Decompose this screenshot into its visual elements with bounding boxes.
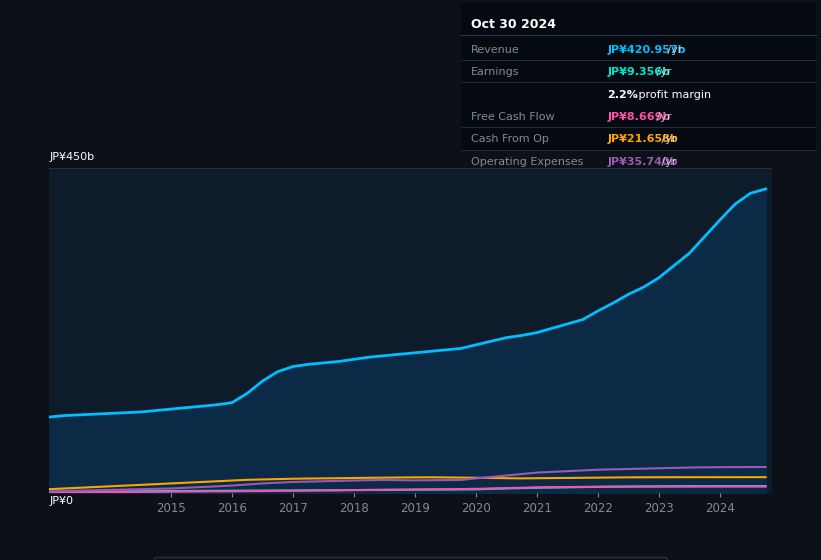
- Text: profit margin: profit margin: [635, 90, 711, 100]
- Text: Oct 30 2024: Oct 30 2024: [471, 17, 557, 31]
- Text: Earnings: Earnings: [471, 67, 520, 77]
- Text: /yr: /yr: [658, 157, 677, 167]
- Text: JP¥9.356b: JP¥9.356b: [608, 67, 671, 77]
- Text: /yr: /yr: [663, 45, 682, 55]
- Text: Free Cash Flow: Free Cash Flow: [471, 112, 555, 122]
- Text: JP¥0: JP¥0: [49, 496, 73, 506]
- Text: /yr: /yr: [658, 134, 677, 144]
- Text: Revenue: Revenue: [471, 45, 520, 55]
- Text: JP¥21.658b: JP¥21.658b: [608, 134, 678, 144]
- Text: JP¥450b: JP¥450b: [49, 152, 94, 161]
- Text: JP¥35.740b: JP¥35.740b: [608, 157, 678, 167]
- Text: Cash From Op: Cash From Op: [471, 134, 549, 144]
- Text: 2.2%: 2.2%: [608, 90, 639, 100]
- Text: Operating Expenses: Operating Expenses: [471, 157, 584, 167]
- Text: JP¥8.669b: JP¥8.669b: [608, 112, 671, 122]
- Legend: Revenue, Earnings, Free Cash Flow, Cash From Op, Operating Expenses: Revenue, Earnings, Free Cash Flow, Cash …: [154, 557, 667, 560]
- Text: /yr: /yr: [654, 67, 672, 77]
- Text: /yr: /yr: [654, 112, 672, 122]
- Text: JP¥420.957b: JP¥420.957b: [608, 45, 686, 55]
